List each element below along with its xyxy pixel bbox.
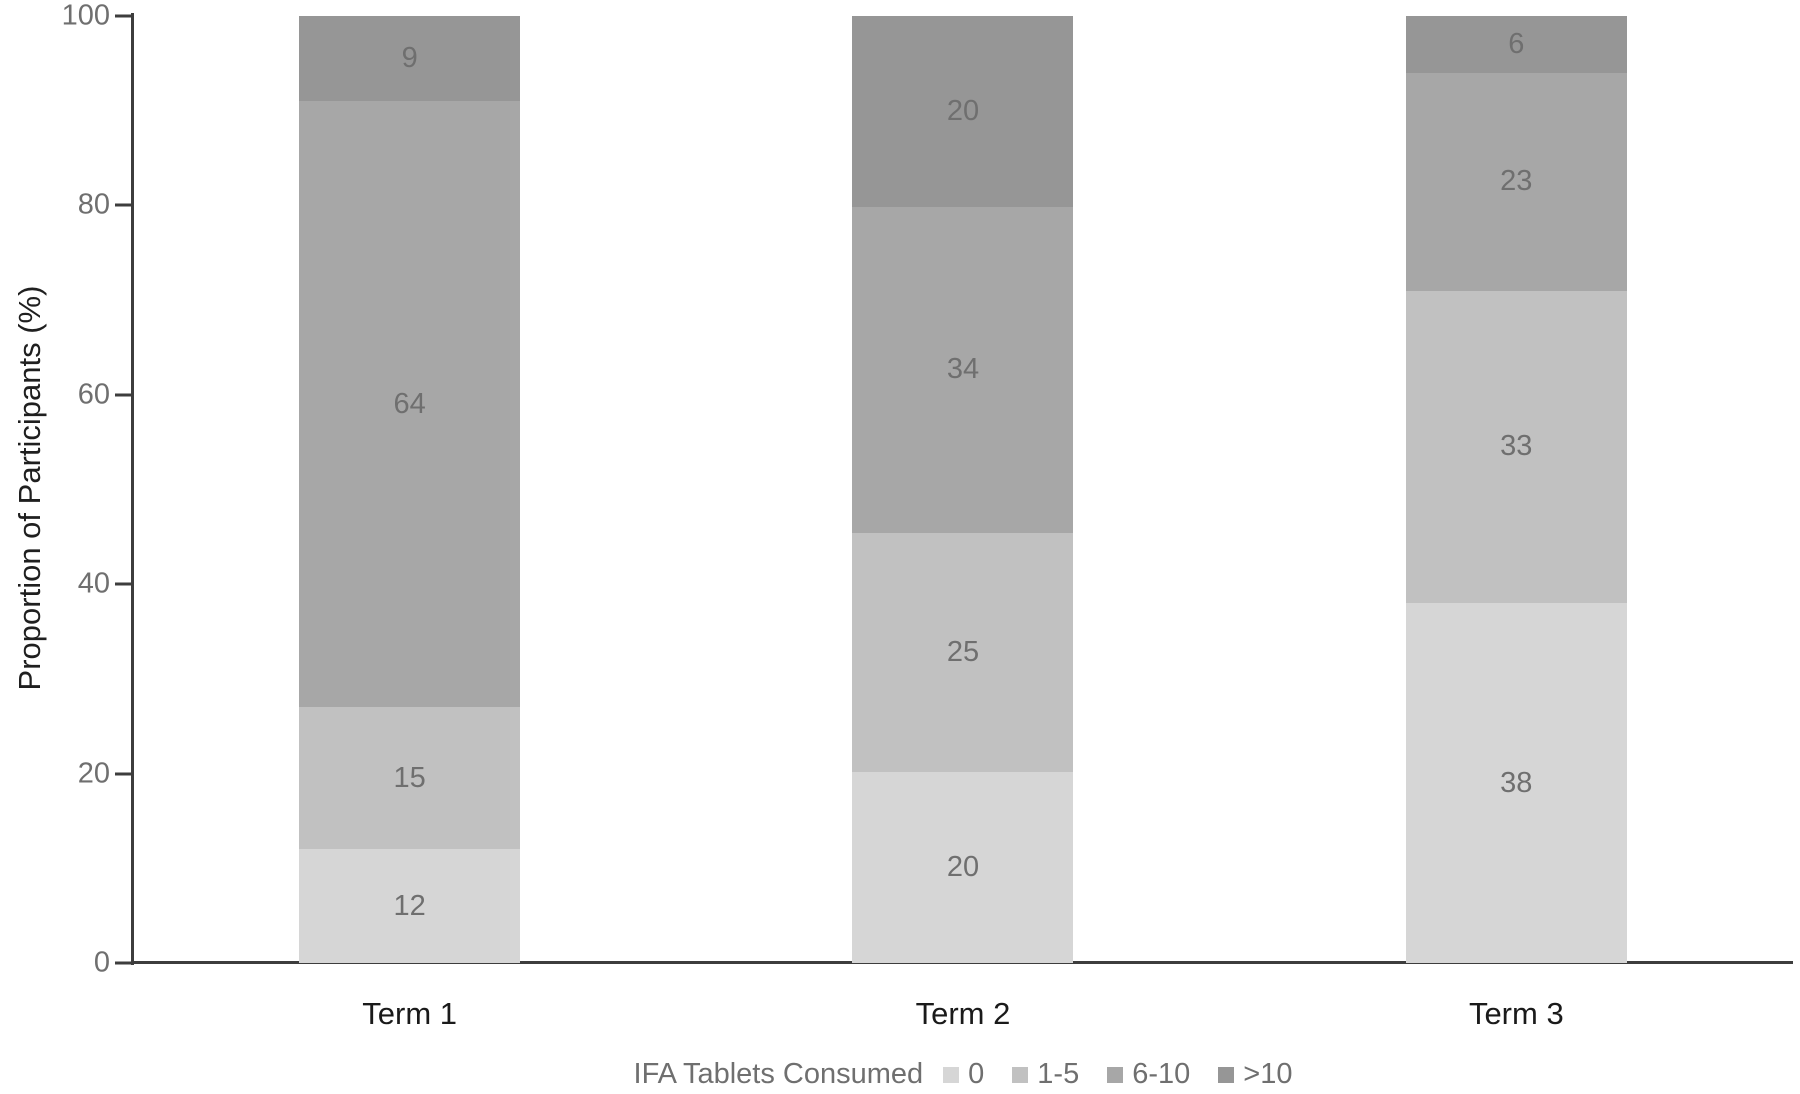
category-slot: 12 15 64 9 — [133, 16, 686, 963]
y-tick-mark — [115, 772, 134, 776]
category-slot: 38 33 23 6 — [1240, 16, 1793, 963]
data-label: 6 — [1508, 27, 1525, 60]
bar-segment->10: 6 — [1405, 16, 1627, 73]
bar-segment->10: 20 — [852, 16, 1074, 208]
y-tick-mark — [115, 961, 134, 965]
data-label: 33 — [1500, 430, 1533, 463]
legend: IFA Tablets Consumed 0 1-5 6-10 >10 — [133, 1058, 1793, 1091]
x-axis-label-term-3: Term 3 — [1468, 996, 1564, 1031]
bar-segment-6-10: 23 — [1405, 72, 1627, 291]
y-tick-mark — [115, 203, 134, 207]
data-label: 20 — [946, 850, 980, 883]
y-tick-label: 20 — [77, 757, 110, 790]
legend-title: IFA Tablets Consumed — [633, 1058, 924, 1090]
bar-segment-1-5: 33 — [1405, 290, 1627, 604]
data-label: 12 — [393, 889, 426, 922]
data-label: 23 — [1500, 165, 1533, 198]
legend-items: 0 1-5 6-10 >10 — [943, 1058, 1292, 1091]
legend-item-1-5: 1-5 — [1012, 1058, 1079, 1091]
bar-segment-6-10: 34 — [852, 207, 1074, 533]
legend-swatch-0 — [943, 1066, 960, 1083]
data-label: 15 — [393, 761, 426, 794]
y-tick-label: 100 — [61, 0, 110, 32]
legend-swatch-6-10 — [1107, 1066, 1124, 1083]
y-tick-label: 60 — [77, 378, 110, 411]
bar-segment-0: 38 — [1405, 603, 1627, 963]
bar-segment-0: 12 — [299, 849, 521, 963]
bar-segment-1-5: 15 — [299, 707, 521, 850]
bar-segment-1-5: 25 — [852, 532, 1074, 772]
y-tick-mark — [115, 582, 134, 586]
y-axis-title: Proportion of Participants (%) — [12, 285, 47, 691]
y-tick-mark — [115, 14, 134, 18]
legend-swatch->10 — [1218, 1066, 1235, 1083]
bar-segment-0: 20 — [852, 771, 1074, 963]
category-slot: 20 25 34 20 — [686, 16, 1239, 963]
data-label: 34 — [946, 353, 980, 386]
legend-label: 1-5 — [1037, 1058, 1080, 1090]
bar-segment-6-10: 64 — [299, 101, 521, 708]
legend-item-0: 0 — [943, 1058, 984, 1091]
legend-item-6-10: 6-10 — [1107, 1058, 1190, 1091]
x-axis-label-term-2: Term 2 — [915, 996, 1011, 1031]
legend-label: 0 — [968, 1058, 985, 1090]
y-tick-mark — [115, 393, 134, 397]
data-label: 38 — [1500, 766, 1533, 799]
x-axis-label-term-1: Term 1 — [362, 996, 458, 1031]
y-tick-label: 40 — [77, 567, 110, 600]
data-label: 64 — [393, 387, 426, 420]
legend-label: 6-10 — [1132, 1058, 1191, 1090]
bar-segment->10: 9 — [299, 16, 521, 102]
y-tick-label: 80 — [77, 188, 110, 221]
y-tick-label: 0 — [93, 946, 110, 979]
data-label: 20 — [946, 95, 980, 128]
legend-label: >10 — [1243, 1058, 1293, 1090]
legend-item->10: >10 — [1218, 1058, 1292, 1091]
stacked-bar-term-3: 38 33 23 6 — [1405, 16, 1627, 963]
stacked-bar-term-1: 12 15 64 9 — [299, 16, 521, 963]
legend-swatch-1-5 — [1012, 1066, 1029, 1083]
plot-area: 12 15 64 9 20 25 34 20 38 33 23 6 — [133, 16, 1793, 963]
stacked-bar-term-2: 20 25 34 20 — [852, 16, 1074, 963]
y-axis-line — [131, 13, 134, 965]
data-label: 9 — [401, 42, 418, 75]
data-label: 25 — [946, 635, 980, 668]
